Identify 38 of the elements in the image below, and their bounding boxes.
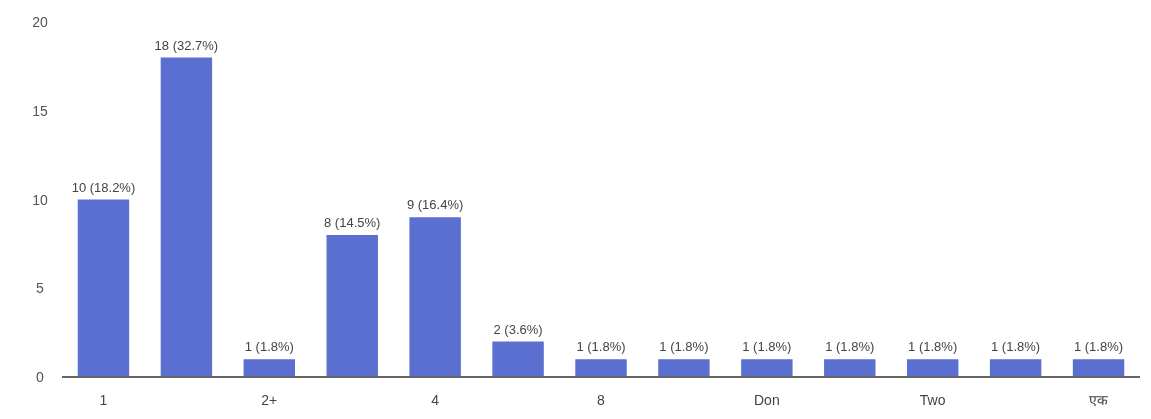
data-label: 1 (1.8%)	[825, 339, 875, 355]
data-label: 1 (1.8%)	[991, 339, 1041, 355]
data-label: 9 (16.4%)	[406, 197, 464, 213]
y-tick-label: 15	[32, 102, 48, 119]
x-tick-label: 8	[597, 392, 606, 408]
bar	[1072, 359, 1125, 377]
x-tick-label: Two	[919, 392, 946, 408]
data-label: 1 (1.8%)	[244, 339, 294, 355]
data-label: 2 (3.6%)	[493, 321, 543, 337]
y-tick-label: 5	[36, 280, 45, 297]
data-label: 1 (1.8%)	[742, 339, 792, 355]
data-label: 10 (18.2%)	[71, 179, 136, 195]
data-label: 18 (32.7%)	[154, 37, 219, 53]
x-tick-label: 1	[99, 392, 108, 408]
y-tick-label: 10	[32, 191, 48, 208]
bar	[906, 359, 959, 377]
data-label: 1 (1.8%)	[908, 339, 958, 355]
data-label: 1 (1.8%)	[1073, 339, 1124, 355]
bar	[326, 235, 378, 377]
y-tick-label: 20	[32, 14, 48, 30]
bar	[409, 217, 461, 377]
bar	[658, 359, 710, 377]
bar	[824, 359, 876, 377]
x-tick-label: Don	[754, 392, 780, 408]
x-tick-label: 4	[431, 392, 440, 408]
x-tick-label: एक	[1089, 392, 1109, 408]
bar	[243, 359, 296, 377]
bar	[575, 359, 627, 377]
data-label: 8 (14.5%)	[324, 215, 381, 230]
bar	[77, 199, 130, 377]
x-tick-label: 2+	[261, 392, 278, 408]
data-label: 1 (1.8%)	[659, 339, 709, 355]
data-label: 1 (1.8%)	[576, 339, 626, 355]
bar	[989, 359, 1042, 377]
bar	[492, 341, 544, 377]
bar	[741, 359, 793, 377]
bar	[160, 57, 213, 377]
y-tick-label: 0	[36, 369, 45, 385]
